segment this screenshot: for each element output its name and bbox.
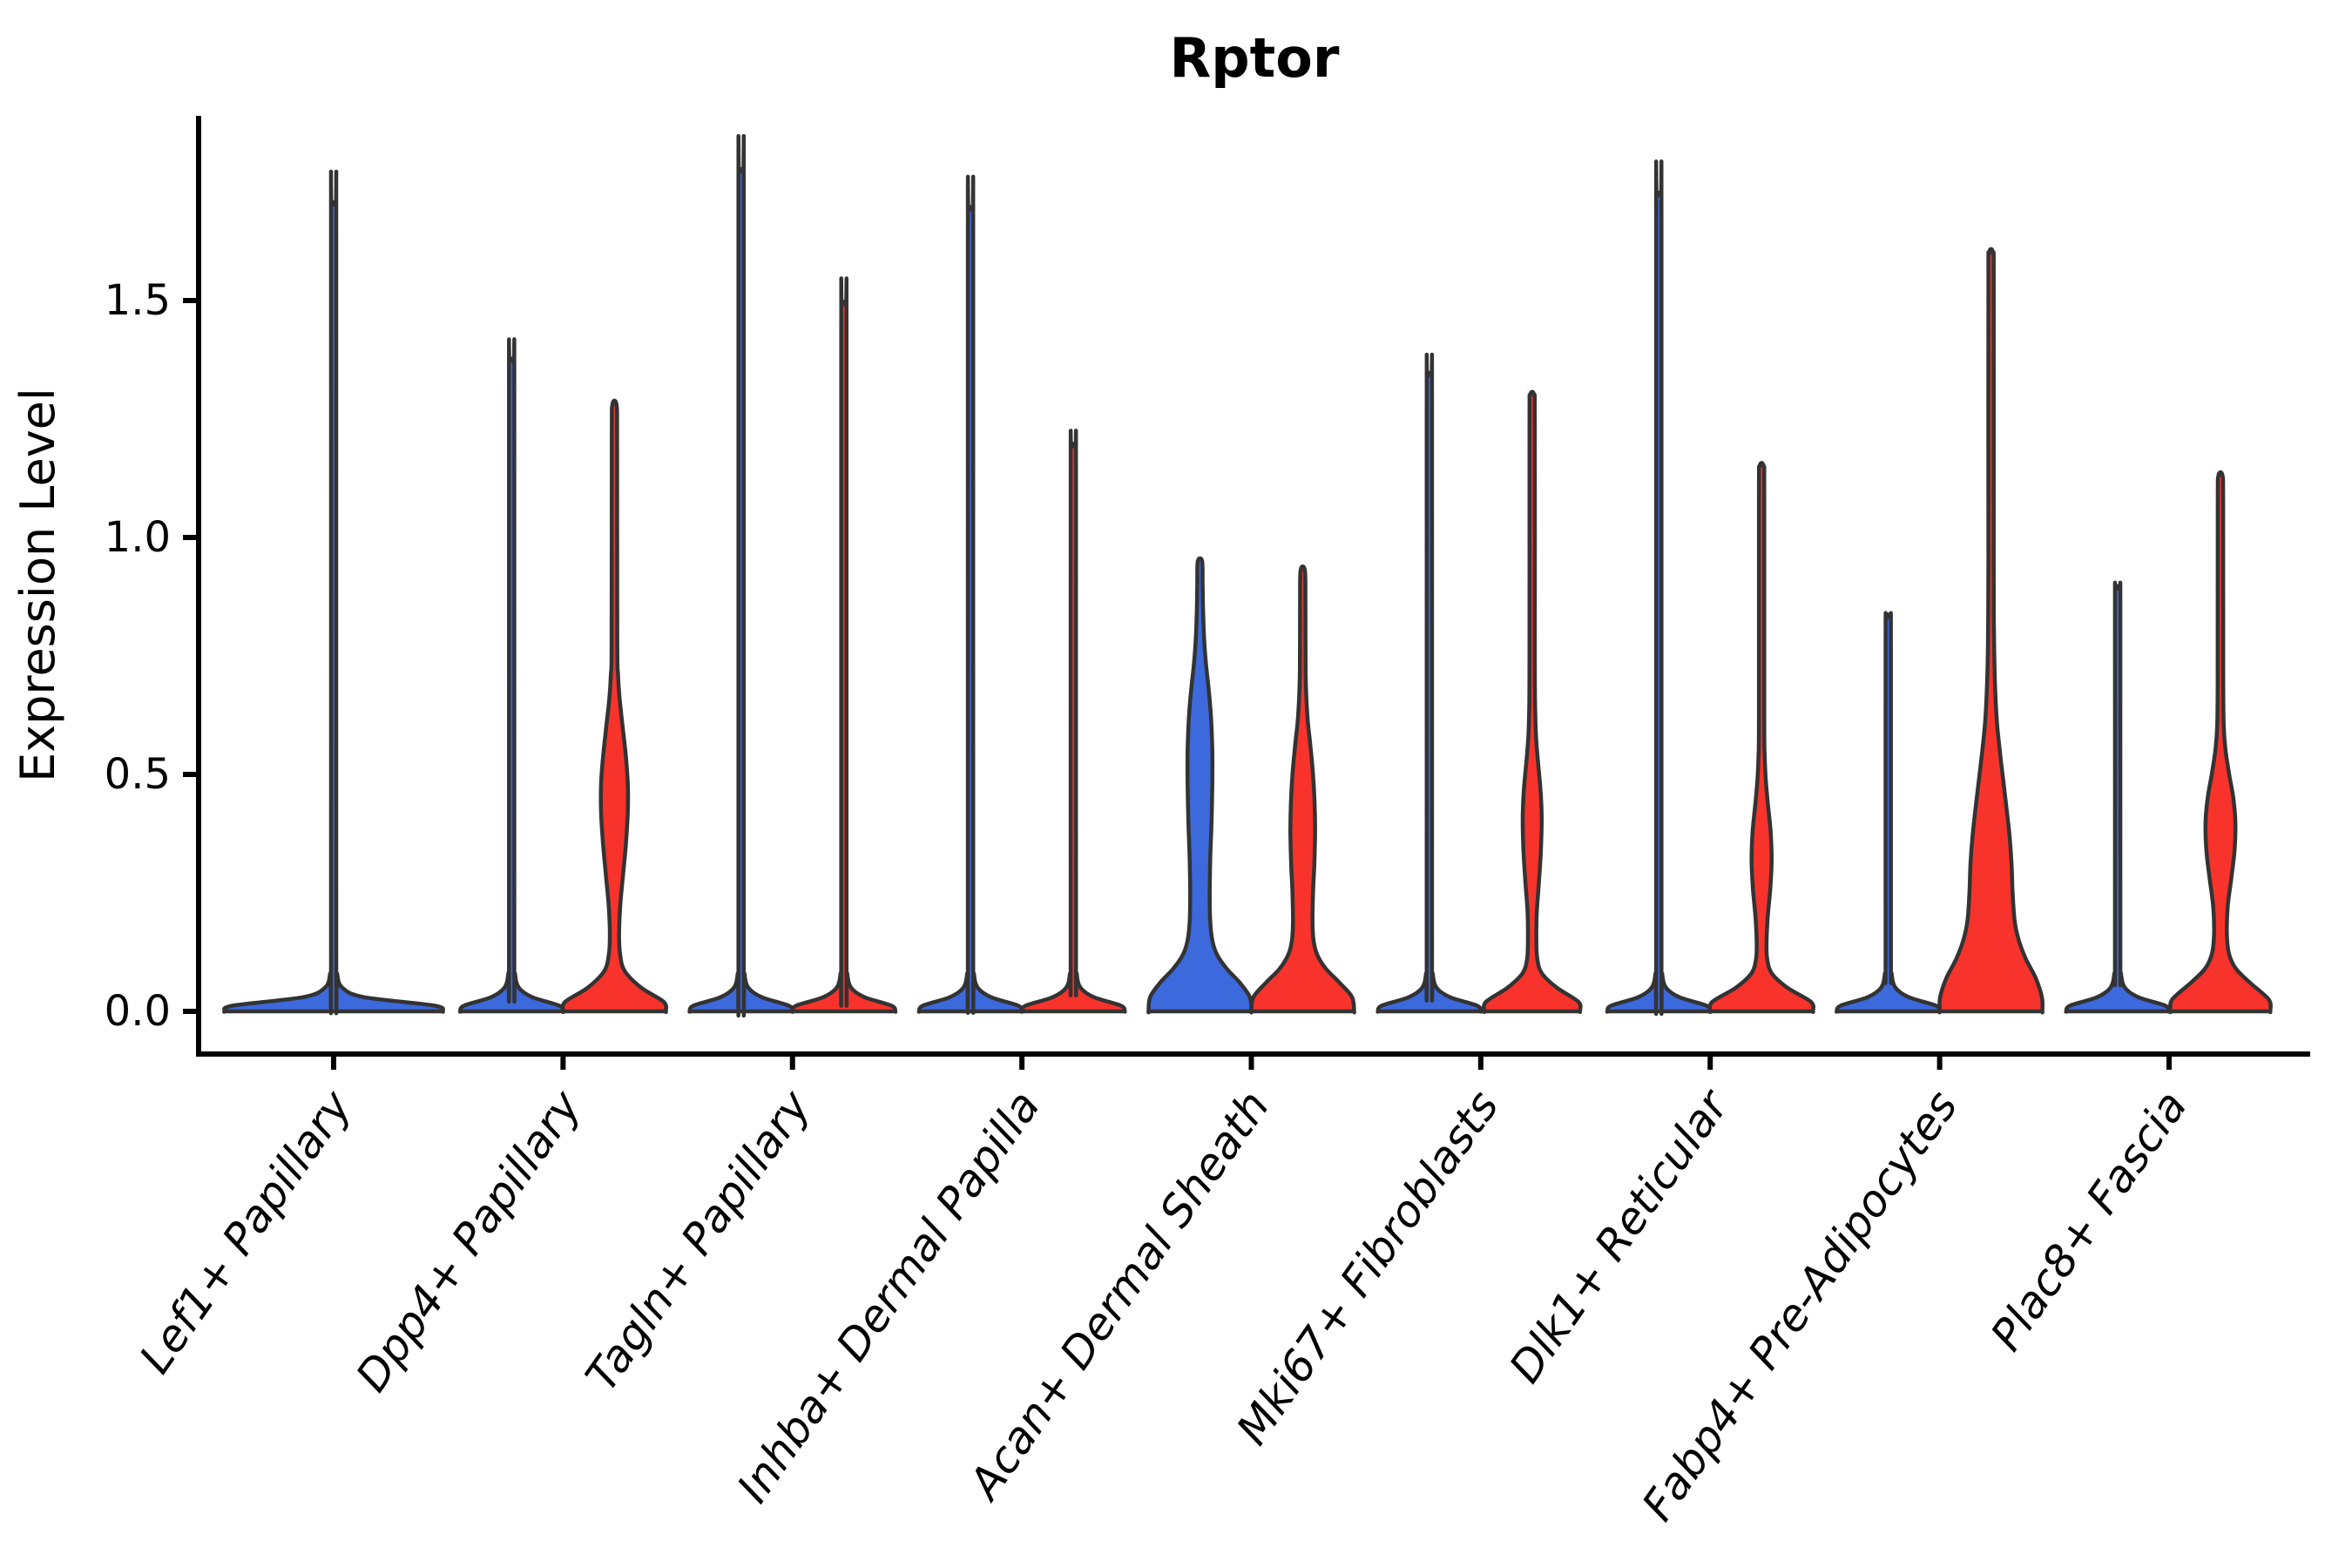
- y-tick-label: 0.0: [105, 987, 171, 1036]
- violin-inhba+-left: [916, 174, 1024, 1015]
- y-tick-label: 0.5: [105, 750, 171, 799]
- violin-inhba+-right: [1019, 429, 1127, 1014]
- violin-mki67+-right: [1482, 389, 1583, 1015]
- violin-fabp4+-left: [1835, 611, 1943, 1014]
- x-tick-label-5: Mki67+ Fibroblasts: [1227, 1082, 1508, 1454]
- y-axis-label: Expression Level: [10, 388, 65, 782]
- violin-mki67+-left: [1375, 352, 1484, 1014]
- violin-tagln+-left: [687, 134, 795, 1018]
- violin-tagln+-right: [790, 276, 898, 1014]
- y-tick-label: 1.0: [105, 513, 171, 562]
- x-tick-label-2: Tagln+ Papillary: [576, 1080, 821, 1400]
- violin-acan+-left: [1146, 556, 1254, 1015]
- x-tick-label-0: Lef1+ Papillary: [130, 1080, 362, 1382]
- chart-title: Rptor: [1170, 26, 1340, 90]
- violin-plac8+-right: [2168, 470, 2273, 1015]
- x-tick-label-6: Dlk1+ Reticular: [1499, 1079, 1740, 1392]
- x-tick-label-8: Plac8+ Fascia: [1981, 1082, 2197, 1360]
- violin-plac8+-left: [2064, 580, 2172, 1014]
- violin-dpp4+-left: [457, 337, 565, 1014]
- violin-dlk1+-left: [1605, 159, 1713, 1017]
- violin-fabp4+-right: [1937, 247, 2044, 1015]
- violin-lef1+-center: [222, 169, 445, 1016]
- violin-dlk1+-right: [1707, 461, 1816, 1015]
- violin-acan+-right: [1249, 564, 1356, 1015]
- violin-dpp4+-right: [560, 398, 669, 1015]
- y-tick-label: 1.5: [105, 276, 171, 325]
- x-tick-label-1: Dpp4+ Papillary: [346, 1080, 591, 1400]
- axes-spines: [196, 116, 2310, 1057]
